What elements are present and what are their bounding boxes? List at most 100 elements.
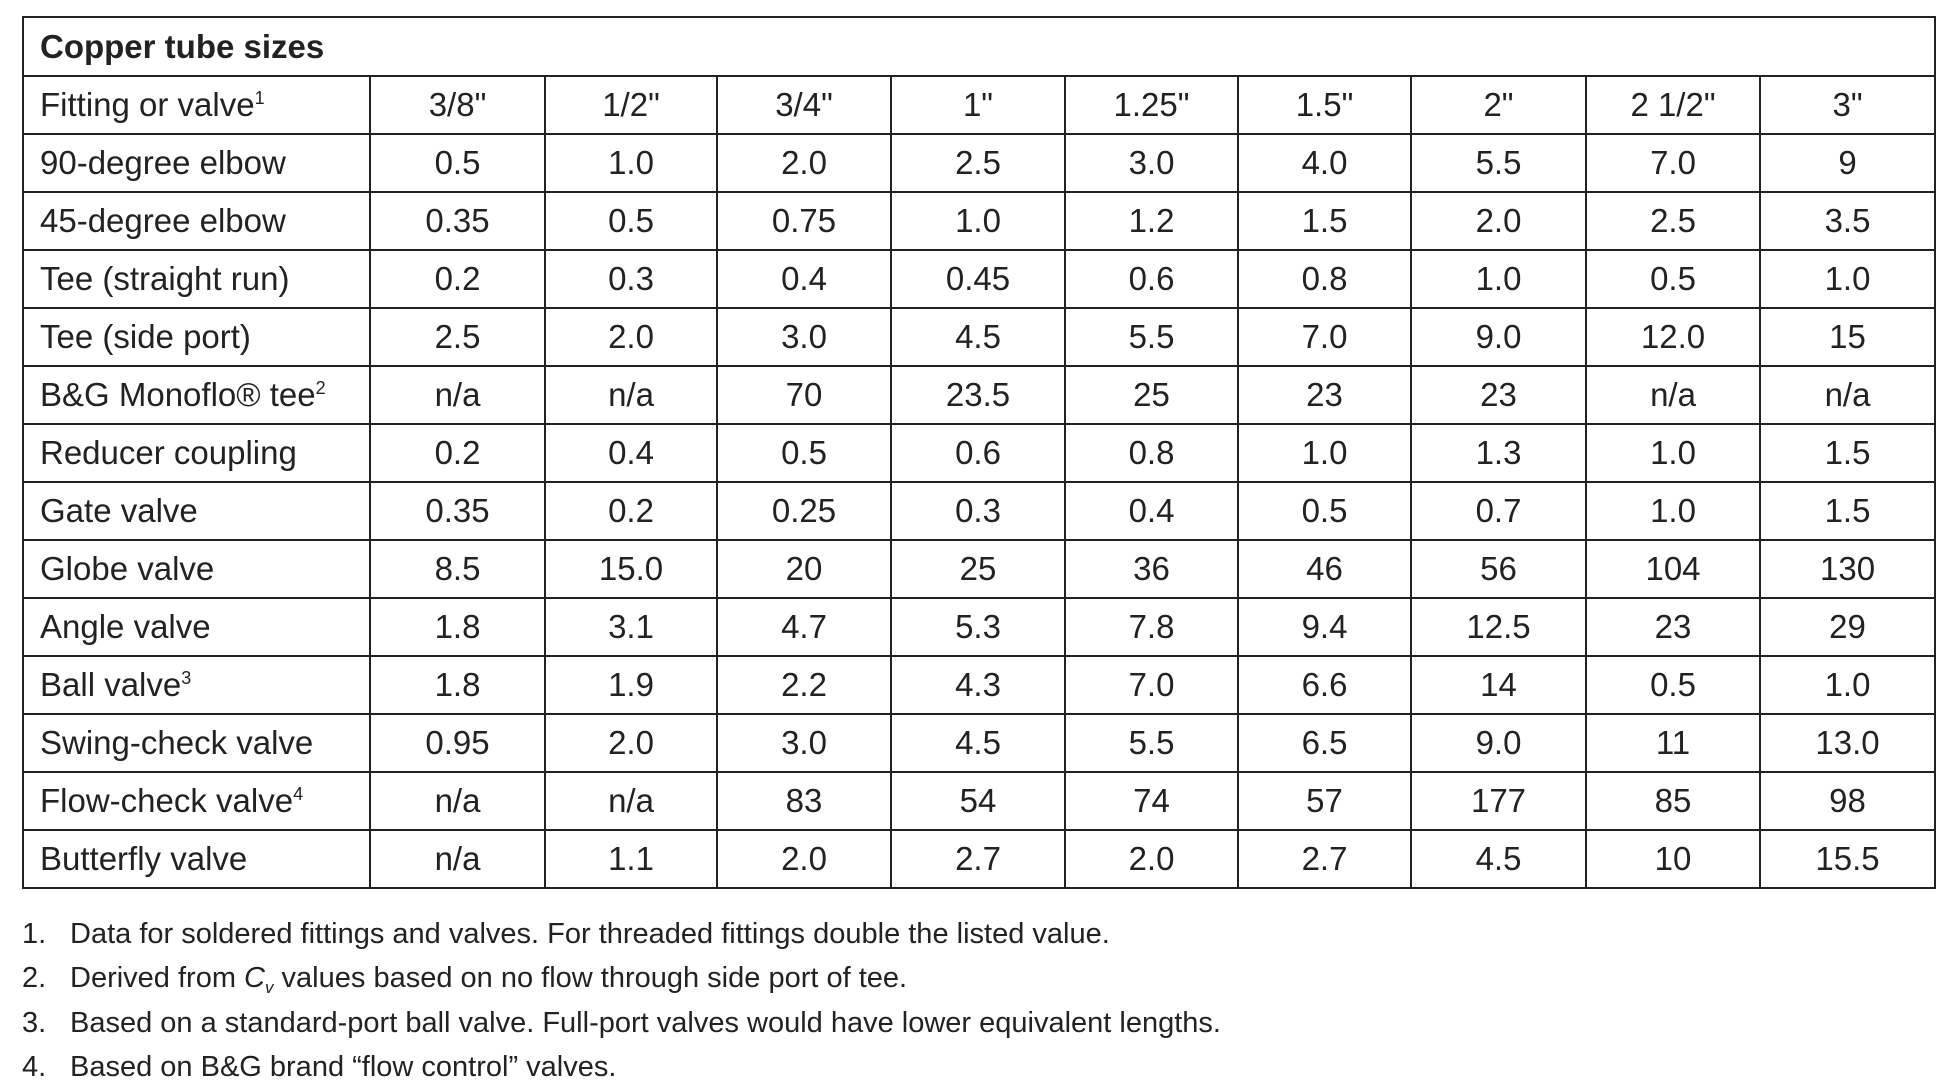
label-text: Reducer coupling — [40, 434, 297, 471]
cell: n/a — [370, 772, 545, 830]
row-label: Butterfly valve — [23, 830, 370, 888]
cell: 0.4 — [1065, 482, 1238, 540]
cell: 1.2 — [1065, 192, 1238, 250]
cell: 4.3 — [891, 656, 1065, 714]
label-text: Ball valve — [40, 666, 181, 703]
row-label: Swing-check valve — [23, 714, 370, 772]
row-label: B&G Monoflo® tee2 — [23, 366, 370, 424]
cell: 0.2 — [545, 482, 717, 540]
cell: 4.7 — [717, 598, 891, 656]
footnote-ref: 2 — [316, 378, 326, 398]
cell: 0.5 — [1586, 656, 1760, 714]
footnote-text: Data for soldered fittings and valves. F… — [70, 918, 1110, 951]
cell: 1.1 — [545, 830, 717, 888]
cell: 7.0 — [1238, 308, 1411, 366]
cell: 2.0 — [717, 830, 891, 888]
cell: 0.6 — [891, 424, 1065, 482]
cell: 1.0 — [891, 192, 1065, 250]
cell: 1.8 — [370, 656, 545, 714]
cell: 56 — [1411, 540, 1586, 598]
row-label: Angle valve — [23, 598, 370, 656]
cell: 3.1 — [545, 598, 717, 656]
cell: n/a — [370, 830, 545, 888]
cell: 29 — [1760, 598, 1935, 656]
cell: 15.5 — [1760, 830, 1935, 888]
row-label: Globe valve — [23, 540, 370, 598]
cell: 2.5 — [370, 308, 545, 366]
cell: n/a — [1760, 366, 1935, 424]
footnote-number: 2. — [22, 962, 70, 995]
footnote-ref: 1 — [255, 88, 265, 108]
cell: 3.0 — [1065, 134, 1238, 192]
footnote: 1.Data for soldered fittings and valves.… — [22, 912, 1221, 957]
cell: 0.5 — [370, 134, 545, 192]
cell: 57 — [1238, 772, 1411, 830]
label-text: B&G Monoflo® tee — [40, 376, 316, 413]
cell: n/a — [370, 366, 545, 424]
cell: 177 — [1411, 772, 1586, 830]
cell: 0.8 — [1065, 424, 1238, 482]
cell: 5.5 — [1065, 714, 1238, 772]
cell: 12.5 — [1411, 598, 1586, 656]
cell: 5.5 — [1411, 134, 1586, 192]
label-text: Fitting or valve — [40, 86, 255, 123]
cell: 4.5 — [891, 308, 1065, 366]
cell: 13.0 — [1760, 714, 1935, 772]
text: Derived from — [70, 962, 244, 994]
cell: 1.0 — [1760, 250, 1935, 308]
row-label: Flow-check valve4 — [23, 772, 370, 830]
cell: 1.3 — [1411, 424, 1586, 482]
footnote: 4.Based on B&G brand “flow control” valv… — [22, 1046, 1221, 1090]
cell: 0.5 — [545, 192, 717, 250]
label-text: Flow-check valve — [40, 782, 293, 819]
footnote-text: Derived from Cv values based on no flow … — [70, 962, 907, 995]
cell: 6.5 — [1238, 714, 1411, 772]
row-label: Tee (straight run) — [23, 250, 370, 308]
column-header: 3/4" — [717, 76, 891, 134]
cell: 1.9 — [545, 656, 717, 714]
cell: 0.4 — [545, 424, 717, 482]
label-text: Gate valve — [40, 492, 198, 529]
cell: 0.5 — [1238, 482, 1411, 540]
cell: 0.8 — [1238, 250, 1411, 308]
cell: 7.8 — [1065, 598, 1238, 656]
cell: n/a — [1586, 366, 1760, 424]
row-label: Tee (side port) — [23, 308, 370, 366]
cell: 70 — [717, 366, 891, 424]
cell: 3.5 — [1760, 192, 1935, 250]
symbol: C — [244, 962, 265, 994]
cell: 2.0 — [545, 308, 717, 366]
row-label: 90-degree elbow — [23, 134, 370, 192]
cell: 6.6 — [1238, 656, 1411, 714]
cell: 0.35 — [370, 482, 545, 540]
column-header: 1.25" — [1065, 76, 1238, 134]
footnote-number: 3. — [22, 1007, 70, 1040]
cell: 54 — [891, 772, 1065, 830]
footnote-text: Based on a standard-port ball valve. Ful… — [70, 1007, 1221, 1040]
cell: 0.2 — [370, 250, 545, 308]
footnote: 3.Based on a standard-port ball valve. F… — [22, 1001, 1221, 1046]
cell: 0.5 — [717, 424, 891, 482]
cell: 4.0 — [1238, 134, 1411, 192]
cell: 0.35 — [370, 192, 545, 250]
cell: 104 — [1586, 540, 1760, 598]
row-label: Ball valve3 — [23, 656, 370, 714]
cell: 0.6 — [1065, 250, 1238, 308]
column-header: 3" — [1760, 76, 1935, 134]
footnote-text: Based on B&G brand “flow control” valves… — [70, 1051, 616, 1084]
label-text: Globe valve — [40, 550, 214, 587]
cell: 15.0 — [545, 540, 717, 598]
text: Based on a standard-port ball valve. Ful… — [70, 1007, 1221, 1039]
text: Data for soldered fittings and valves. F… — [70, 918, 1110, 950]
column-header: 1/2" — [545, 76, 717, 134]
cell: 25 — [1065, 366, 1238, 424]
